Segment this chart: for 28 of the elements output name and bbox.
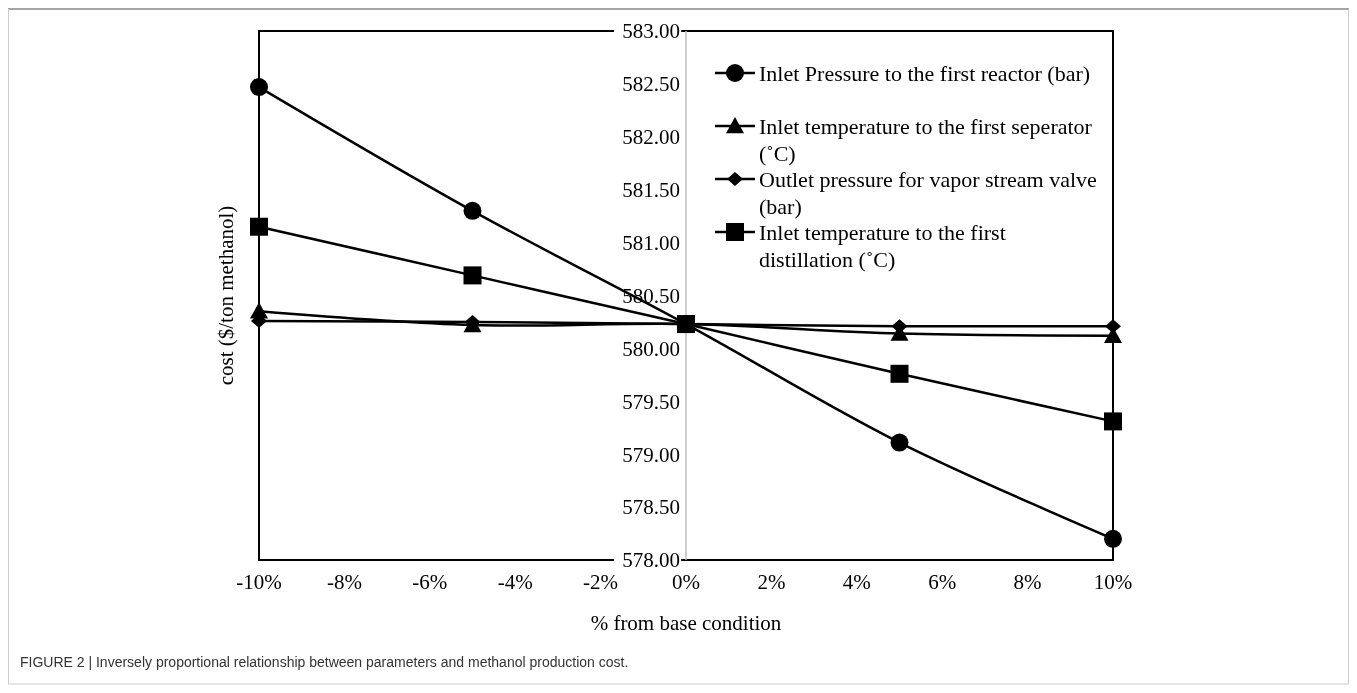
x-tick-label: 2% bbox=[757, 570, 786, 594]
y-tick-label: 582.50 bbox=[622, 72, 680, 97]
y-tick-label: 581.00 bbox=[622, 230, 680, 255]
y-tick-label: 580.00 bbox=[622, 336, 680, 361]
x-tick-label: 10% bbox=[1093, 570, 1133, 594]
y-tick-label: 578.00 bbox=[622, 548, 680, 573]
x-tick-label: -8% bbox=[326, 570, 362, 594]
y-tick-label: 578.50 bbox=[622, 495, 680, 520]
legend-label: Inlet temperature to the first seperator (˚C) bbox=[759, 113, 1093, 166]
x-tick-label: -4% bbox=[497, 570, 533, 594]
y-tick-label: 582.00 bbox=[622, 125, 680, 150]
y-tick-label: 579.50 bbox=[622, 389, 680, 414]
x-tick-label: 0% bbox=[672, 570, 700, 594]
x-tick-label: 6% bbox=[928, 570, 957, 594]
x-tick-label: -10% bbox=[236, 570, 282, 594]
legend-label: Inlet temperature to the first distillation (˚C) bbox=[759, 219, 1006, 272]
x-tick-label: 4% bbox=[842, 570, 871, 594]
legend-label: Inlet Pressure to the first reactor (bar) bbox=[759, 60, 1091, 86]
legend-label: Outlet pressure for vapor stream valve (bar) bbox=[759, 166, 1097, 219]
y-axis-title: cost ($/ton methanol) bbox=[214, 205, 238, 386]
y-tick-label: 581.50 bbox=[622, 178, 680, 203]
y-tick-label: 583.00 bbox=[622, 19, 680, 44]
x-tick-label: -2% bbox=[583, 570, 619, 594]
x-axis-title: % from base condition bbox=[590, 611, 782, 635]
x-tick-label: 8% bbox=[1013, 570, 1042, 594]
x-tick-label: -6% bbox=[412, 570, 448, 594]
y-tick-label: 579.00 bbox=[622, 442, 680, 467]
caption: FIGURE 2 | Inversely proportional relationship between parameters and methanol production cost. bbox=[20, 654, 629, 670]
